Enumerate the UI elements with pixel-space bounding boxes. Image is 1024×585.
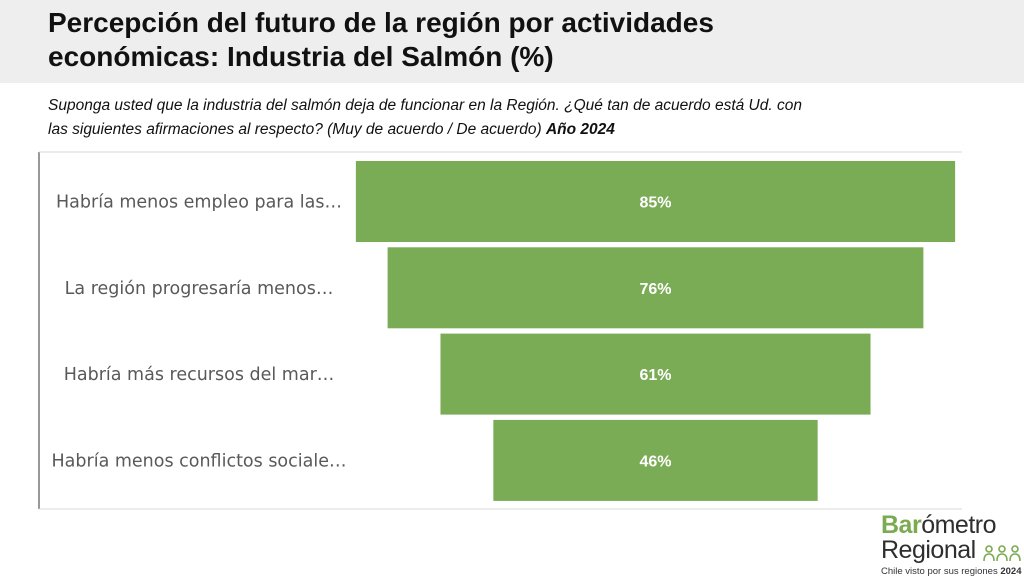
category-label: Habría más recursos del mar… xyxy=(64,365,335,385)
question-line-2: las siguientes afirmaciones al respecto?… xyxy=(48,118,928,142)
logo-word-1: Barómetro xyxy=(881,512,996,538)
category-label: La región progresaría menos… xyxy=(65,279,334,299)
chart-bar xyxy=(440,333,871,415)
data-label: 76% xyxy=(639,281,671,298)
chart-bar xyxy=(355,161,956,242)
page-title: Percepción del futuro de la región por a… xyxy=(48,6,948,74)
question-line-2-text: las siguientes afirmaciones al respecto?… xyxy=(48,121,542,138)
data-label: 61% xyxy=(639,367,671,384)
logo-word-1-rest: ómetro xyxy=(921,511,996,539)
logo-word-1-accent: Bar xyxy=(881,511,922,539)
people-group-icon xyxy=(983,545,1021,562)
title-line-1: Percepción del futuro de la región por a… xyxy=(48,7,714,38)
logo-tagline-year: 2024 xyxy=(1000,566,1022,577)
title-band: Percepción del futuro de la región por a… xyxy=(0,0,1024,83)
category-label: Habría menos conflictos sociale… xyxy=(52,451,347,471)
title-line-2: económicas: Industria del Salmón (%) xyxy=(48,41,554,72)
logo-word-2: Regional xyxy=(881,536,976,564)
data-label: 46% xyxy=(639,453,671,470)
chart-bar xyxy=(387,247,924,329)
logo-tagline: Chile visto por sus regiones 2024 xyxy=(881,566,1021,578)
logo-tagline-text: Chile visto por sus regiones xyxy=(881,566,998,577)
question-text: Suponga usted que la industria del salmó… xyxy=(48,94,928,142)
chart-bar xyxy=(493,419,818,501)
data-label: 85% xyxy=(639,195,671,212)
question-line-1: Suponga usted que la industria del salmó… xyxy=(48,97,802,114)
category-label: Habría menos empleo para las… xyxy=(56,193,342,213)
barometro-regional-logo: Barómetro Regional Chile visto por sus r… xyxy=(881,512,1021,582)
year-label: Año 2024 xyxy=(545,121,615,138)
